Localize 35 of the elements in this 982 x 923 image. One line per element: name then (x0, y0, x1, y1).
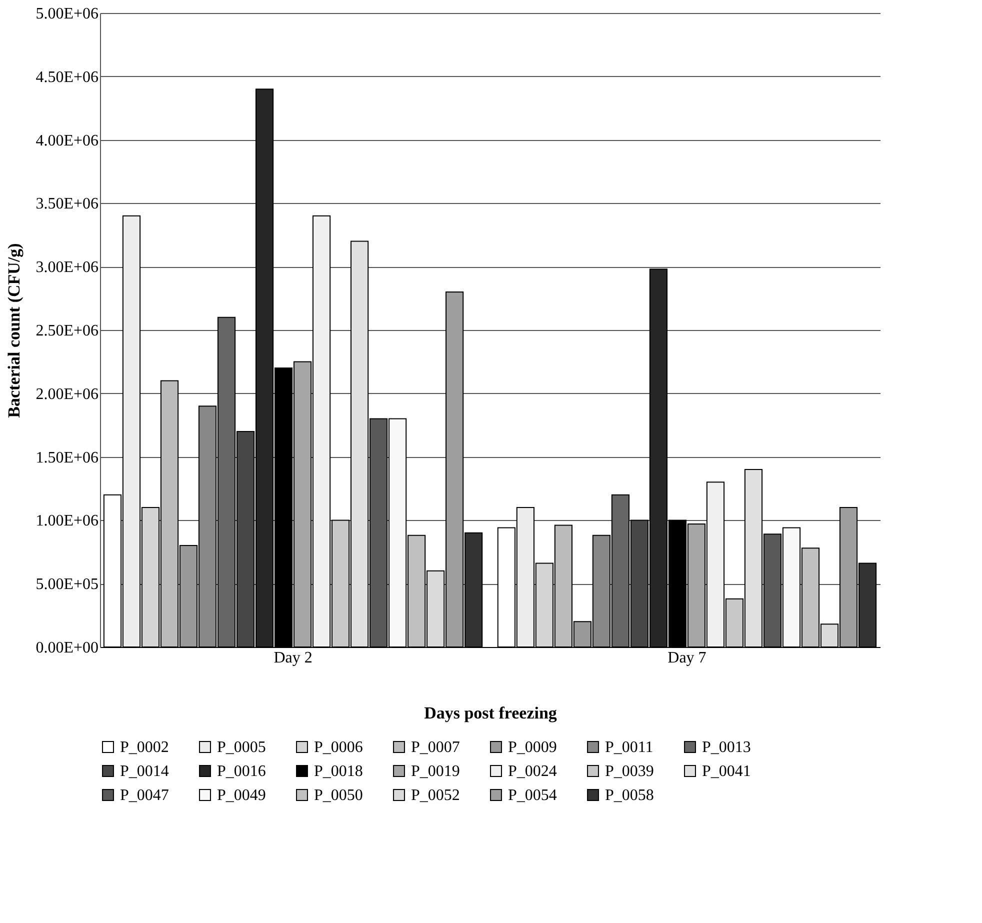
y-tick-label: 2.00E+06 (36, 386, 98, 403)
legend-label: P_0013 (702, 739, 751, 756)
y-tick-label: 1.00E+06 (36, 512, 98, 530)
legend-label: P_0018 (314, 763, 363, 780)
y-tick-label: 5.00E+05 (36, 576, 98, 594)
legend-label: P_0047 (120, 787, 169, 804)
y-tick-label: 3.50E+06 (36, 196, 98, 213)
y-tick-label: 0.00E+00 (36, 640, 98, 656)
legend-label: P_0039 (605, 763, 654, 780)
legend-label: P_0019 (411, 763, 460, 780)
legend-label: P_0049 (217, 787, 266, 804)
legend-label: P_0002 (120, 739, 169, 756)
y-tick-label: 1.50E+06 (36, 449, 98, 466)
legend-label: P_0052 (411, 787, 460, 804)
y-tick-label: 5.00E+06 (36, 6, 98, 22)
x-axis-title: Days post freezing (424, 704, 558, 722)
y-axis-title: Bacterial count (CFU/g) (4, 243, 24, 418)
y-tick-label: 3.00E+06 (36, 259, 98, 276)
legend-label: P_0041 (702, 763, 751, 780)
legend-label: P_0050 (314, 787, 363, 804)
legend-label: P_0058 (605, 787, 654, 804)
y-tick-label: 4.50E+06 (36, 68, 98, 86)
y-tick-label: 4.00E+06 (36, 132, 98, 150)
legend-label: P_0006 (314, 739, 363, 756)
legend-label: P_0011 (605, 739, 654, 756)
legend-label: P_0016 (217, 763, 266, 780)
x-tick-label: Day 2 (274, 650, 312, 666)
legend-label: P_0009 (508, 739, 557, 756)
legend-label: P_0014 (120, 763, 169, 780)
legend-label: P_0005 (217, 739, 266, 756)
x-tick-label: Day 7 (668, 650, 706, 666)
legend-label: P_0054 (508, 787, 557, 804)
y-tick-label: 2.50E+06 (36, 322, 98, 340)
legend-label: P_0024 (508, 763, 557, 780)
legend-label: P_0007 (411, 739, 460, 756)
